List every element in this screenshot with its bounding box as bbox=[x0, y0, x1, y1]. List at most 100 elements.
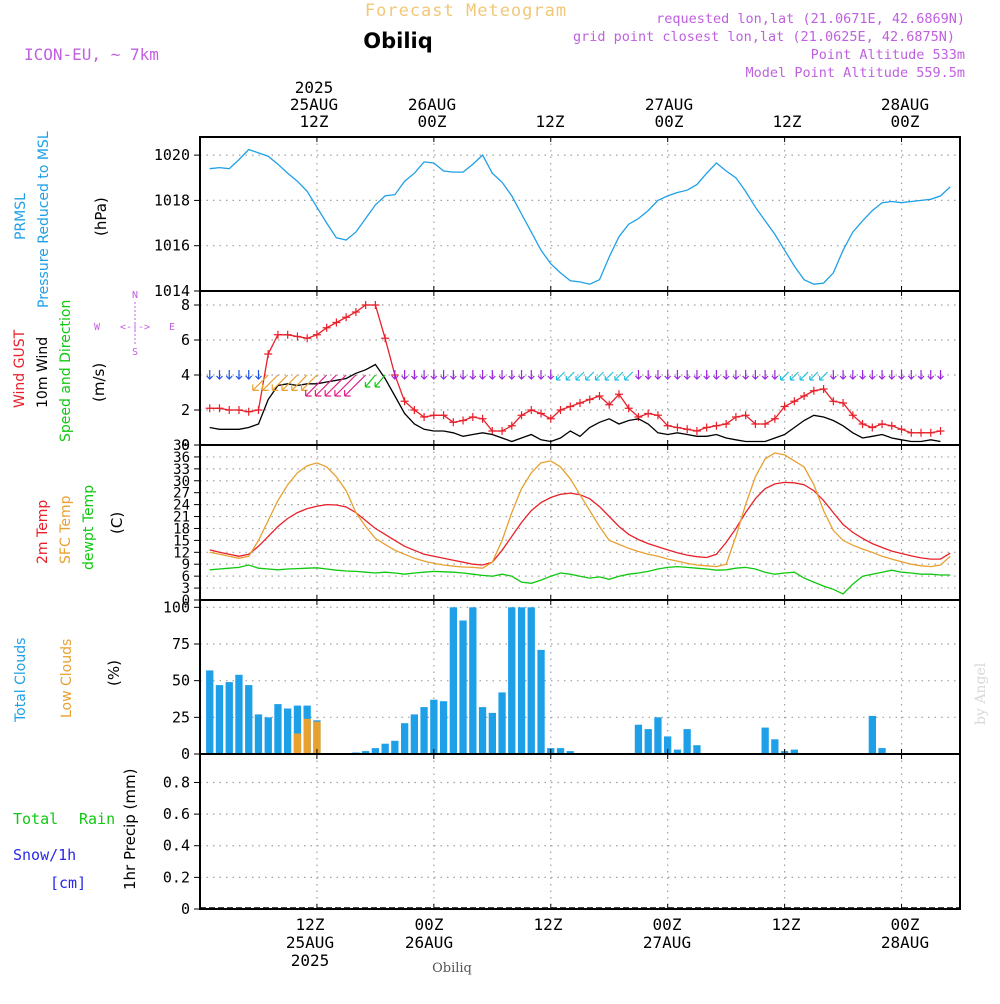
gust-marker bbox=[722, 420, 731, 428]
panel2-labels: Wind GUST 10m Wind Speed and Direction (… bbox=[12, 290, 175, 442]
gust-marker bbox=[692, 427, 701, 435]
bottom-time-12z-26: 12Z bbox=[534, 915, 563, 934]
wind-barb bbox=[818, 371, 829, 381]
temp-2m-label: 2m Temp bbox=[35, 500, 51, 564]
gust-marker bbox=[254, 406, 263, 414]
wind-barb bbox=[829, 370, 837, 380]
top-time-00z-27: 00Z bbox=[655, 112, 684, 131]
y-tick-label: 0.6 bbox=[163, 805, 190, 823]
panels: 1014101610181020024680369121518212427303… bbox=[154, 136, 961, 918]
panel-frame bbox=[199, 136, 961, 292]
y-tick-label: 9 bbox=[182, 557, 190, 573]
wind-barb bbox=[693, 370, 701, 380]
panel1-labels: PRMSL Pressure Reduced to MSL (hPa) bbox=[13, 131, 110, 308]
wind-barb bbox=[664, 370, 672, 380]
gust-marker bbox=[488, 427, 497, 435]
wind-barb bbox=[888, 370, 896, 380]
cloud-bar bbox=[508, 607, 516, 754]
point-altitude: Point Altitude 533m bbox=[811, 47, 965, 63]
gust-marker bbox=[215, 404, 224, 413]
bottom-date-27aug: 27AUG bbox=[643, 933, 691, 952]
cloud-bar bbox=[488, 712, 496, 754]
gust-marker bbox=[770, 414, 779, 423]
y-tick-label: 8 bbox=[181, 296, 190, 314]
wind-barb bbox=[374, 374, 386, 388]
top-time-12z-26: 12Z bbox=[536, 112, 565, 131]
y-tick-label: 12 bbox=[173, 545, 190, 561]
wind-barb bbox=[281, 374, 298, 391]
wind-barb bbox=[604, 371, 614, 381]
speed-direction-label: Speed and Direction bbox=[58, 300, 74, 442]
y-tick-label: 0.4 bbox=[163, 837, 190, 855]
wind-barb bbox=[440, 370, 448, 380]
gust-marker bbox=[537, 409, 546, 418]
gust-marker bbox=[653, 411, 662, 420]
bottom-time-axis: 12Z 25AUG 2025 00Z 26AUG 12Z 00Z 27AUG 1… bbox=[286, 915, 929, 976]
wind-barb bbox=[300, 374, 318, 391]
wind-barb bbox=[635, 370, 642, 380]
y-tick-label: 30 bbox=[173, 474, 190, 490]
gust-marker bbox=[907, 428, 916, 437]
wind-barb bbox=[314, 374, 337, 397]
wind-barb bbox=[401, 370, 409, 380]
cloud-bar bbox=[459, 620, 467, 754]
gust-marker bbox=[400, 397, 409, 406]
bottom-year-label: 2025 bbox=[291, 951, 330, 970]
bottom-time-12z-25: 12Z bbox=[296, 915, 325, 934]
cloud-bar bbox=[206, 670, 214, 754]
cloud-bar bbox=[673, 749, 682, 754]
wind-barb bbox=[391, 370, 399, 380]
gust-marker bbox=[498, 427, 507, 435]
gust-marker bbox=[312, 330, 321, 339]
wind-barb bbox=[555, 371, 565, 381]
panel-4: 0 25 50 75 100 bbox=[163, 598, 961, 763]
wind-barb bbox=[722, 370, 730, 380]
gust-marker bbox=[780, 402, 789, 411]
percent-unit-label: (%) bbox=[105, 660, 123, 686]
cloud-bar bbox=[293, 705, 302, 754]
cloud-bar bbox=[401, 723, 409, 754]
wind-barb bbox=[449, 370, 457, 380]
top-year-label: 2025 bbox=[295, 78, 334, 97]
gust-marker bbox=[663, 421, 672, 430]
wind-barb bbox=[261, 374, 279, 391]
cloud-bar bbox=[284, 708, 292, 754]
gust-marker bbox=[848, 411, 857, 420]
precip-unit-label: 1hr Precip (mm) bbox=[121, 769, 139, 890]
y-tick-label: 1016 bbox=[154, 237, 190, 255]
gust-marker bbox=[244, 407, 253, 416]
wind-barb bbox=[624, 371, 634, 381]
wind-barb bbox=[849, 370, 857, 380]
y-tick-label: 27 bbox=[173, 486, 190, 502]
panel5-labels: Total Rain Snow/1h [cm] 1hr Precip (mm) bbox=[13, 769, 139, 892]
wind-barb bbox=[235, 370, 243, 380]
y-tick-label: 1014 bbox=[154, 282, 190, 300]
gust-marker bbox=[897, 425, 906, 434]
wind-barb bbox=[518, 370, 525, 380]
wind-barb bbox=[324, 374, 347, 397]
wind-barb bbox=[527, 370, 535, 380]
wind-barb bbox=[291, 374, 308, 391]
gust-marker bbox=[546, 414, 555, 423]
panel3-labels: 2m Temp SFC Temp dewpt Temp (C) bbox=[35, 485, 126, 570]
gust-marker bbox=[741, 411, 750, 420]
wind-barb bbox=[644, 370, 652, 380]
gust-marker bbox=[527, 406, 536, 414]
wind-barb bbox=[488, 370, 496, 380]
top-time-axis: 2025 25AUG 12Z 26AUG 00Z 12Z 27AUG 00Z 1… bbox=[290, 78, 929, 131]
wind-barb bbox=[859, 370, 866, 380]
wind-barbs bbox=[206, 370, 944, 397]
y-tick-label: 75 bbox=[172, 635, 190, 653]
wind-barb bbox=[344, 374, 367, 397]
wind-barb bbox=[255, 370, 262, 380]
bottom-time-00z-26: 00Z bbox=[415, 915, 444, 934]
gust-marker bbox=[644, 409, 653, 418]
wind-barb bbox=[430, 370, 438, 380]
top-time-12z-27: 12Z bbox=[773, 112, 802, 131]
credit-watermark: by Angel bbox=[973, 662, 989, 725]
wind-barb bbox=[809, 371, 819, 381]
wind-barb bbox=[917, 370, 925, 380]
bottom-date-25aug: 25AUG bbox=[286, 933, 334, 952]
snow-label: Snow/1h bbox=[13, 846, 76, 864]
cloud-bar bbox=[430, 699, 438, 754]
